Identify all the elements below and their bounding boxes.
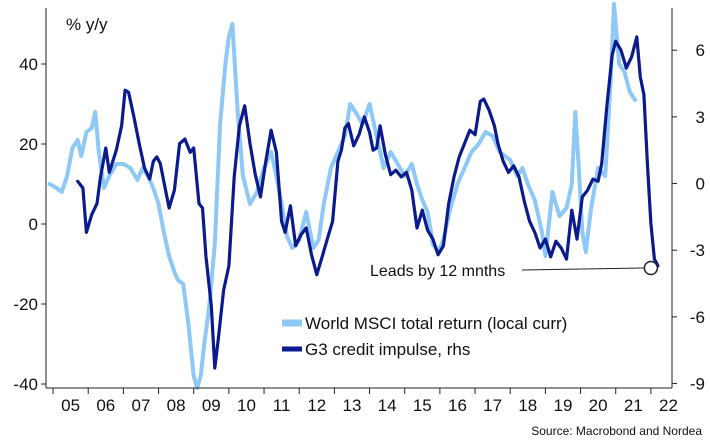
- x-tick-label: 15: [413, 396, 432, 415]
- legend: World MSCI total return (local curr) G3 …: [282, 314, 567, 359]
- plot-lines: [47, 2, 660, 390]
- left-tick-label: 40: [19, 55, 38, 74]
- x-tick-label: 21: [624, 396, 643, 415]
- unit-label: % y/y: [66, 15, 108, 34]
- annotation-marker: [643, 260, 659, 276]
- annotation-layer: Leads by 12 mnths: [370, 260, 659, 280]
- x-tick-label: 17: [483, 396, 502, 415]
- x-tick-label: 12: [307, 396, 326, 415]
- right-tick-label: 6: [696, 41, 705, 60]
- right-tick-label: -3: [690, 241, 705, 260]
- x-tick-label: 19: [554, 396, 573, 415]
- right-tick-label: 3: [696, 108, 705, 127]
- x-tick-label: 11: [273, 396, 291, 415]
- ticks-layer: -40 -20 0 20 40 -9 -6 -3 0 3 6 05 06 07 08 09 10 11 12 13 14…: [13, 41, 705, 415]
- x-tick-label: 10: [237, 396, 256, 415]
- left-tick-label: 0: [29, 215, 38, 234]
- right-tick-label: 0: [696, 175, 705, 194]
- x-tick-label: 05: [61, 396, 80, 415]
- left-tick-label: -40: [13, 375, 38, 394]
- axes: [45, 8, 673, 389]
- x-tick-label: 13: [343, 396, 362, 415]
- x-tick-label: 16: [448, 396, 467, 415]
- x-tick-label: 07: [131, 396, 150, 415]
- annotation-label: Leads by 12 mnths: [370, 263, 505, 280]
- x-tick-label: 09: [202, 396, 221, 415]
- x-tick-label: 22: [659, 396, 678, 415]
- legend-label-credit-impulse: G3 credit impulse, rhs: [305, 340, 470, 359]
- legend-label-msci: World MSCI total return (local curr): [305, 314, 567, 333]
- x-tick-label: 18: [518, 396, 537, 415]
- series-line-credit-impulse: [76, 35, 660, 370]
- right-tick-label: -9: [690, 375, 705, 394]
- x-tick-label: 20: [589, 396, 608, 415]
- source-note: Source: Macrobond and Nordea: [531, 424, 702, 438]
- right-tick-label: -6: [690, 308, 705, 327]
- left-tick-label: -20: [13, 295, 38, 314]
- series-line-msci: [47, 2, 638, 390]
- x-tick-label: 08: [167, 396, 186, 415]
- left-tick-label: 20: [19, 135, 38, 154]
- annotation-leader-line: [521, 267, 645, 271]
- x-tick-label: 06: [96, 396, 115, 415]
- x-tick-label: 14: [378, 396, 397, 415]
